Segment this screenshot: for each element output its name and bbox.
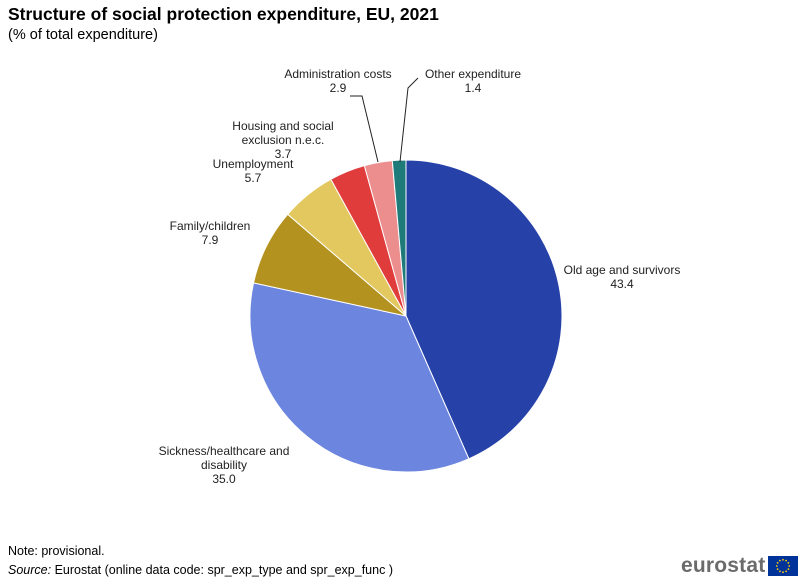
- chart-source: Source: Eurostat (online data code: spr_…: [8, 563, 393, 577]
- leader-line: [399, 77, 419, 163]
- slice-label: Other expenditure 1.4: [425, 67, 521, 95]
- pie-slice: [405, 159, 563, 460]
- slice-label: Unemployment 5.7: [213, 157, 294, 185]
- source-text: Eurostat (online data code: spr_exp_type…: [51, 563, 393, 577]
- chart-title: Structure of social protection expenditu…: [8, 4, 439, 24]
- pie-slice: [391, 159, 407, 317]
- chart-subtitle: (% of total expenditure): [8, 27, 158, 43]
- chart-note: Note: provisional.: [8, 544, 105, 558]
- slice-label: Old age and survivors 43.4: [564, 263, 681, 291]
- slice-label: Housing and social exclusion n.e.c. 3.7: [232, 119, 333, 161]
- logo-text: eurostat: [681, 554, 766, 577]
- leader-line: [350, 95, 379, 163]
- eurostat-logo: eurostat: [681, 554, 799, 577]
- slice-label: Sickness/healthcare and disability 35.0: [159, 444, 290, 486]
- eu-flag-icon: [768, 556, 799, 576]
- slice-label: Family/children 7.9: [170, 219, 251, 247]
- pie-chart: Old age and survivors 43.4 Sickness/health…: [159, 67, 681, 486]
- slice-label: Administration costs 2.9: [284, 67, 391, 95]
- pie-slice: [249, 282, 470, 473]
- source-label: Source:: [8, 563, 52, 577]
